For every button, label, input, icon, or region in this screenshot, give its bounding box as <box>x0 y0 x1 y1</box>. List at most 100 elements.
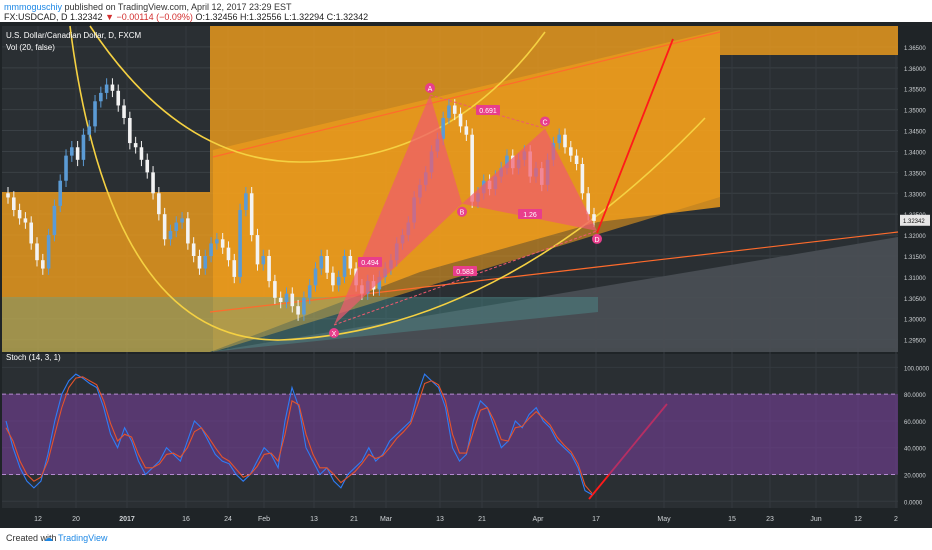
pattern-label-d: D <box>594 237 599 244</box>
pattern-label-b: B <box>460 210 465 217</box>
publish-info: mmmoguschiy published on TradingView.com… <box>4 2 292 12</box>
stoch-tick-label: 80.0000 <box>904 393 926 399</box>
time-tick-label: May <box>657 516 671 523</box>
time-tick-label: 15 <box>728 516 736 523</box>
channel-upper-line <box>212 31 721 158</box>
publish-text: published on TradingView.com, April 12, … <box>64 2 292 12</box>
time-tick-label: 16 <box>182 516 190 523</box>
candle-body <box>447 105 451 118</box>
price-tick-label: 1.34000 <box>904 150 926 156</box>
close-value: C:1.32342 <box>326 12 369 22</box>
candle-body <box>151 172 155 194</box>
candle-body <box>17 210 22 219</box>
candle-body <box>174 222 179 231</box>
pattern-point-b <box>457 206 467 217</box>
candle-body <box>41 260 45 269</box>
ratio-box <box>518 209 542 219</box>
candle-body <box>290 293 295 307</box>
chart-area[interactable]: X A B C D 0.494 0.583 0.691 1.26 1.36500 1.36000 1… <box>0 22 932 528</box>
candle-body <box>342 256 347 277</box>
pattern-point-d <box>592 233 602 244</box>
candle-body <box>302 297 306 315</box>
time-axis[interactable]: 12 20 2017 16 24 Feb 13 21 Mar 13 21 Apr 17 May 15 23 Ju… <box>2 511 898 525</box>
time-tick-label: 12 <box>34 516 42 523</box>
candle-body <box>220 239 225 248</box>
author-link[interactable]: mmmoguschiy <box>4 2 63 12</box>
harmonic-xab-triangle <box>334 95 462 325</box>
candle-body <box>197 256 202 269</box>
candle-body <box>278 297 283 302</box>
candle-body <box>81 134 86 160</box>
candle-body <box>331 272 335 286</box>
candle-body <box>307 285 312 298</box>
ratio-box <box>358 257 382 267</box>
tradingview-logo-text[interactable]: TradingView <box>58 533 108 543</box>
price-axis[interactable]: 1.36500 1.36000 1.35500 1.35000 1.34500 1.340… <box>900 46 930 345</box>
candle-body <box>52 205 57 236</box>
arc-curve-lower <box>69 25 706 341</box>
price-tick-label: 1.31500 <box>904 255 926 261</box>
time-tick-label: Apr <box>533 516 545 523</box>
last-price: 1.32342 <box>70 12 103 22</box>
price-tick-label: 1.32000 <box>904 234 926 240</box>
candle-body <box>191 243 196 256</box>
quote-line: FX:USDCAD, D 1.32342 ▼ −0.00114 (−0.09%)… <box>4 12 368 22</box>
change-value: −0.00114 (−0.09%) <box>116 12 193 22</box>
candle-body <box>12 197 16 210</box>
stoch-label: Stoch (14, 3, 1) <box>6 353 61 362</box>
candle-body <box>296 306 300 315</box>
ratio-label: 0.583 <box>456 269 474 276</box>
candle-body <box>29 222 34 244</box>
candle-body <box>273 281 277 298</box>
candle-body <box>87 126 92 135</box>
price-projection-line <box>596 38 674 234</box>
candle-body <box>249 193 254 236</box>
time-tick-label: 13 <box>436 516 444 523</box>
candle-body <box>46 235 51 269</box>
candle-body <box>284 293 289 302</box>
candle-body <box>180 218 184 223</box>
candle-body <box>470 134 474 202</box>
price-tick-label: 1.33500 <box>904 171 926 177</box>
grey-channel-region <box>210 237 898 352</box>
candle-body <box>23 218 28 223</box>
candle-body <box>348 256 353 269</box>
symbol-label: FX:USDCAD, D <box>4 12 68 22</box>
arc-curve-upper <box>89 25 546 163</box>
created-with-text: Created with <box>6 533 57 543</box>
time-axis-background <box>2 511 898 525</box>
volume-label: Vol (20, false) <box>6 43 55 52</box>
low-value: L:1.32294 <box>284 12 325 22</box>
candle-body <box>464 126 469 135</box>
candle-body <box>586 193 590 215</box>
candle-body <box>186 218 190 244</box>
time-tick-label: 24 <box>224 516 232 523</box>
candle-body <box>255 235 260 265</box>
price-tick-label: 1.30500 <box>904 297 926 303</box>
price-tick-label: 1.30000 <box>904 318 926 324</box>
harmonic-bcd-triangle <box>462 128 597 231</box>
high-value: H:1.32556 <box>240 12 282 22</box>
stoch-tick-label: 0.0000 <box>904 500 923 506</box>
candle-body <box>168 230 173 240</box>
stoch-tick-label: 60.0000 <box>904 420 926 426</box>
candle-body <box>325 256 329 273</box>
price-tick-label: 1.33000 <box>904 192 926 198</box>
candle-body <box>336 276 341 286</box>
stoch-pane <box>2 373 898 496</box>
time-tick-label: 17 <box>592 516 600 523</box>
time-tick-label: 13 <box>310 516 318 523</box>
time-tick-label: Feb <box>258 516 270 523</box>
ratio-box <box>453 266 477 276</box>
stoch-line-k <box>5 373 593 496</box>
candle-body <box>215 239 219 244</box>
tradingview-cloud-icon: ☁ <box>44 533 53 543</box>
time-tick-label: Jun <box>810 516 821 523</box>
pattern-label-x: X <box>332 331 337 338</box>
open-value: O:1.32456 <box>195 12 238 22</box>
orange-channel-inner <box>213 30 720 352</box>
last-price-tag-label: 1.32342 <box>903 219 925 225</box>
candle-body <box>209 243 213 256</box>
time-tick-label: 23 <box>766 516 774 523</box>
